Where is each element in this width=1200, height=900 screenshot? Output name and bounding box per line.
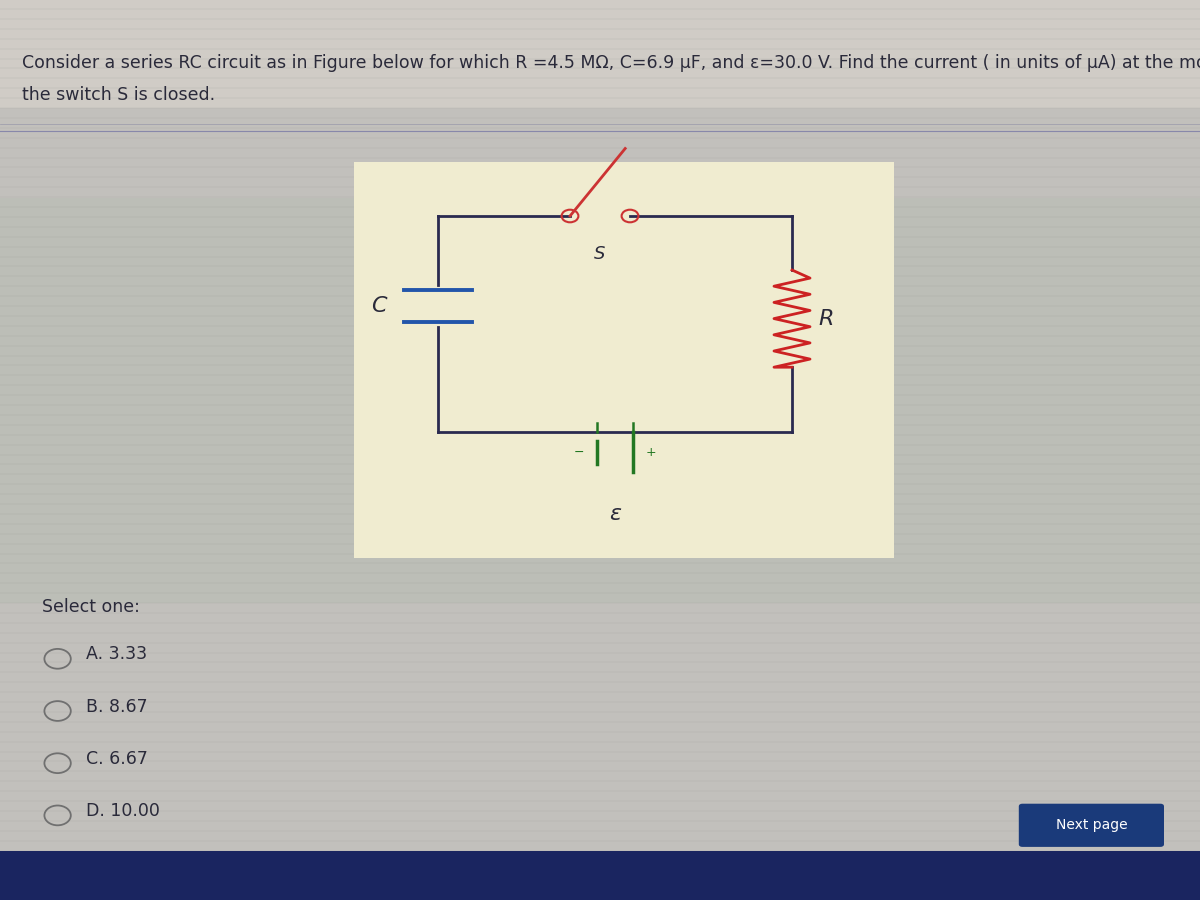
Bar <box>354 162 894 558</box>
Bar <box>0 850 1200 900</box>
FancyBboxPatch shape <box>1019 804 1164 847</box>
Text: C: C <box>371 296 386 316</box>
Text: S: S <box>594 245 606 263</box>
Text: A. 3.33: A. 3.33 <box>86 645 148 663</box>
Text: R: R <box>818 309 834 328</box>
Bar <box>0 108 1200 900</box>
Text: B. 8.67: B. 8.67 <box>86 698 148 716</box>
Text: Next page: Next page <box>1056 818 1127 832</box>
Text: Select one:: Select one: <box>42 598 140 616</box>
Text: ε: ε <box>610 504 622 524</box>
Text: D. 10.00: D. 10.00 <box>86 802 161 820</box>
Text: −: − <box>574 446 584 459</box>
Bar <box>0 0 1200 108</box>
Text: C. 6.67: C. 6.67 <box>86 750 149 768</box>
Bar <box>0 198 1200 603</box>
Text: +: + <box>646 446 656 459</box>
Text: Consider a series RC circuit as in Figure below for which R =4.5 MΩ, C=6.9 μF, a: Consider a series RC circuit as in Figur… <box>22 54 1200 72</box>
Text: E. 13.33: E. 13.33 <box>86 854 158 872</box>
Text: the switch S is closed.: the switch S is closed. <box>22 86 215 104</box>
